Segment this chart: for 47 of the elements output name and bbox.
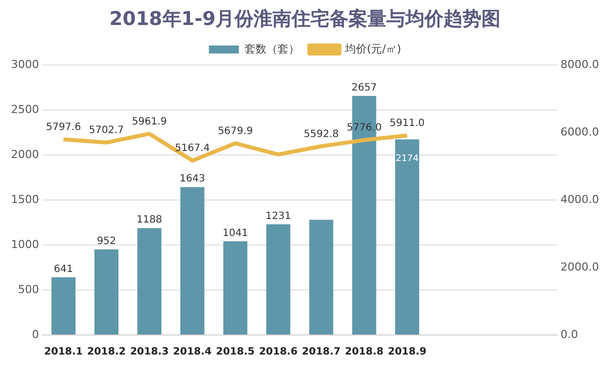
y2-tick-label: 4000.0 bbox=[560, 192, 600, 206]
y-tick-label: 0 bbox=[32, 328, 39, 341]
y-tick-label: 2000 bbox=[10, 148, 39, 161]
data-label: 5961.9 bbox=[132, 116, 167, 128]
data-label: 5167.4 bbox=[174, 143, 210, 154]
y2-tick-label: 0.0 bbox=[560, 328, 578, 341]
x-tick-label: 2018.3 bbox=[130, 346, 169, 358]
y-tick-label: 3000 bbox=[10, 58, 39, 71]
bar bbox=[180, 187, 204, 334]
legend-label: 套数（套） bbox=[244, 42, 300, 56]
legend-label: 均价(元/㎡) bbox=[344, 42, 402, 56]
x-tick-label: 2018.9 bbox=[388, 346, 426, 358]
data-label: 1041 bbox=[222, 228, 248, 239]
x-tick-label: 2018.5 bbox=[216, 346, 255, 358]
y2-tick-label: 6000.0 bbox=[560, 125, 600, 138]
x-tick-label: 2018.1 bbox=[44, 346, 83, 358]
y-tick-label: 500 bbox=[18, 282, 39, 296]
y-tick-label: 1000 bbox=[10, 238, 39, 251]
bar bbox=[137, 228, 162, 334]
bar bbox=[266, 224, 290, 334]
chart-title: 2018年1-9月份淮南住宅备案量与均价趋势图 bbox=[108, 7, 502, 32]
data-label: 1188 bbox=[136, 214, 162, 226]
x-tick-label: 2018.8 bbox=[344, 346, 384, 358]
x-tick-label: 2018.2 bbox=[87, 346, 126, 358]
data-label: 5679.9 bbox=[218, 126, 253, 137]
data-label: 641 bbox=[54, 264, 74, 275]
data-label: 5797.6 bbox=[46, 122, 81, 133]
data-label: 1643 bbox=[180, 174, 206, 185]
y2-tick-label: 2000.0 bbox=[560, 260, 600, 274]
data-label: 952 bbox=[96, 236, 116, 247]
data-label: 2174 bbox=[396, 154, 419, 164]
data-label: 5911.0 bbox=[390, 118, 425, 130]
data-label: 5702.7 bbox=[88, 125, 124, 136]
x-tick-label: 2018.4 bbox=[173, 346, 212, 358]
y-tick-label: 1500 bbox=[10, 192, 39, 206]
bar bbox=[395, 139, 420, 334]
y-tick-label: 2500 bbox=[10, 102, 39, 116]
data-label: 1231 bbox=[266, 210, 291, 222]
bar bbox=[223, 241, 248, 334]
bar bbox=[51, 277, 76, 334]
y2-tick-label: 8000.0 bbox=[560, 58, 600, 71]
data-label: 5592.8 bbox=[304, 128, 339, 140]
bar bbox=[94, 249, 118, 334]
data-label: 2657 bbox=[351, 82, 377, 94]
x-tick-label: 2018.6 bbox=[258, 346, 298, 358]
bar bbox=[309, 220, 334, 334]
x-tick-label: 2018.7 bbox=[302, 346, 341, 358]
